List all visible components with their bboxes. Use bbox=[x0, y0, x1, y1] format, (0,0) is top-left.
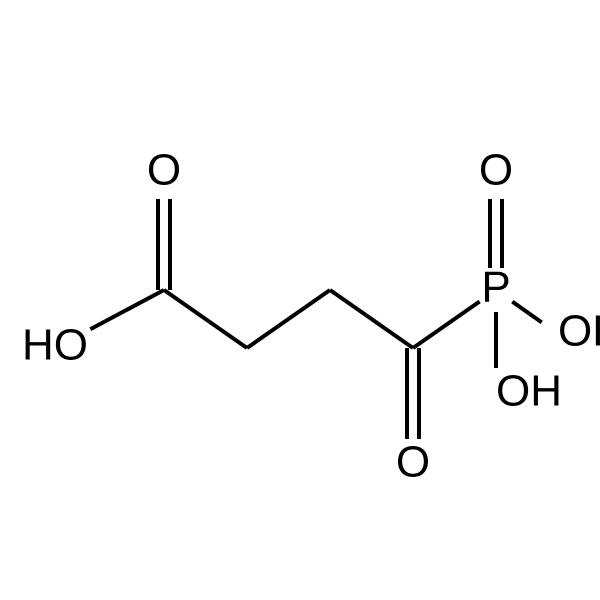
bond bbox=[413, 301, 480, 348]
bond bbox=[247, 290, 330, 348]
bond bbox=[164, 290, 247, 348]
bond bbox=[330, 290, 413, 348]
atom-label: O bbox=[479, 146, 513, 195]
atom-label: OH bbox=[496, 367, 562, 416]
bond bbox=[90, 290, 164, 329]
atom-label: O bbox=[147, 146, 181, 195]
atom-label: P bbox=[481, 263, 510, 312]
bond bbox=[512, 302, 541, 323]
atom-label: HO bbox=[22, 321, 88, 370]
atom-label: O bbox=[396, 438, 430, 487]
atom-label: OH bbox=[558, 307, 600, 356]
chemical-structure: HO O O P O OH OH bbox=[0, 0, 600, 600]
